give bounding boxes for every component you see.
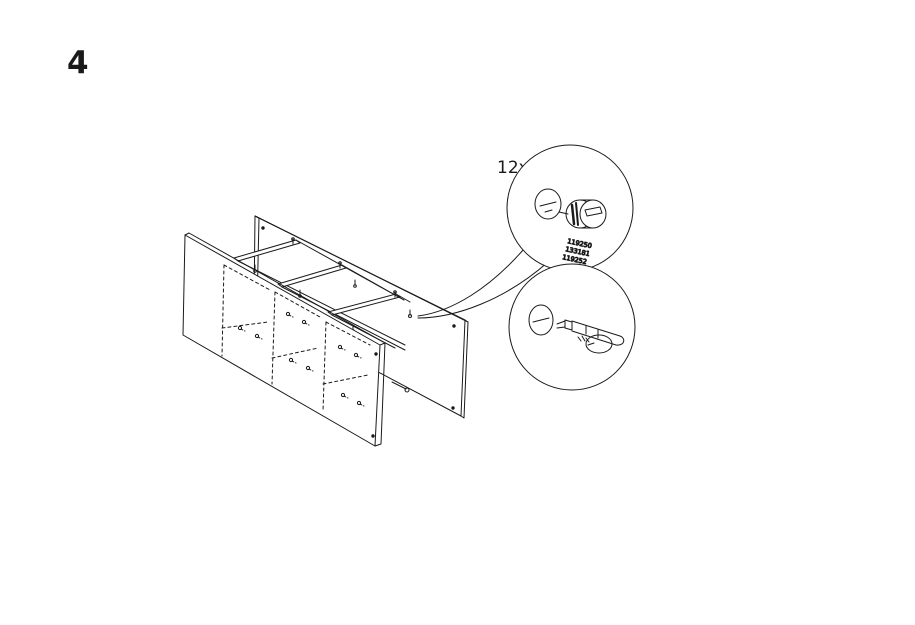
loose-dowel bbox=[391, 381, 410, 393]
detail-circle-screwdriver bbox=[508, 263, 636, 391]
screwdriver-icon bbox=[556, 319, 625, 346]
callout-leader bbox=[417, 241, 549, 319]
hidden-shelf-lines bbox=[221, 264, 371, 412]
detail-circle-cam-lock bbox=[506, 144, 634, 272]
front-side-panel bbox=[182, 232, 386, 447]
hidden-dowels bbox=[237, 311, 365, 407]
step-number: 4 bbox=[67, 45, 89, 81]
